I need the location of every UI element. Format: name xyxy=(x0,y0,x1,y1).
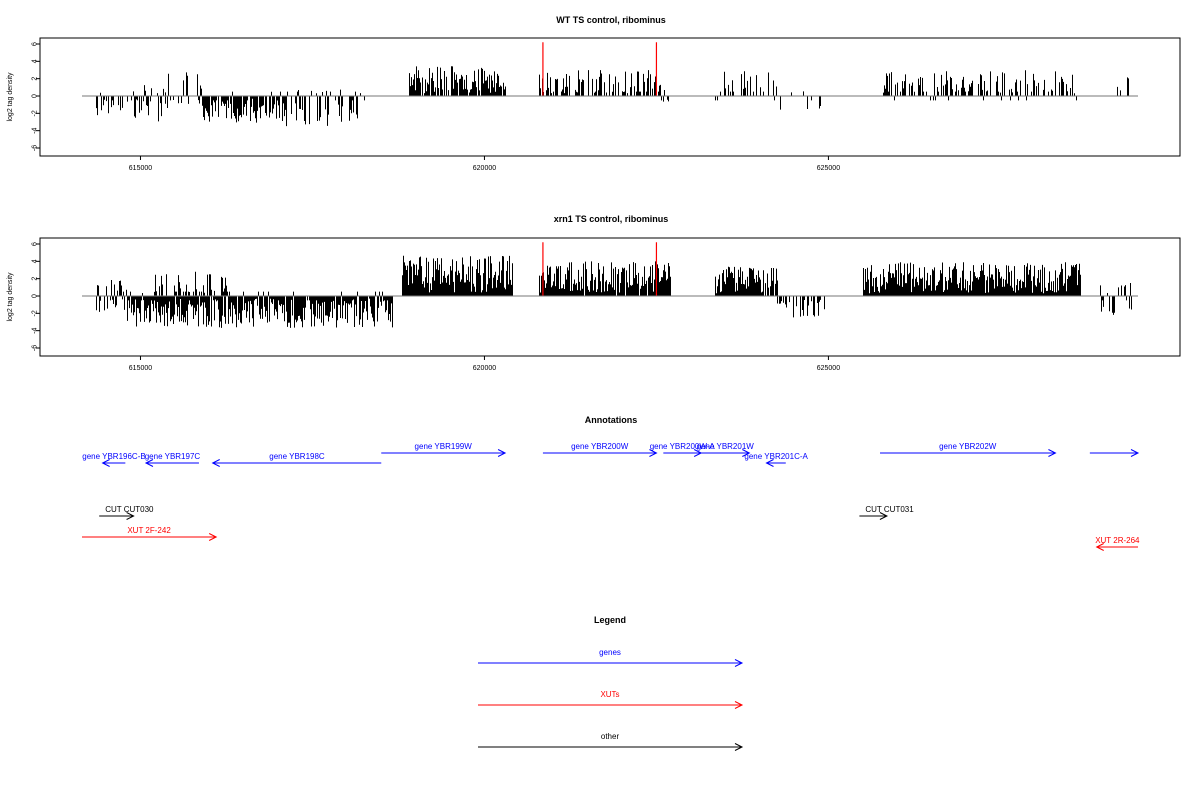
annotation-feature: gene YBR200W xyxy=(542,442,658,457)
annotation-arrow-head xyxy=(144,459,154,467)
annotation-feature: gene YBR202W xyxy=(880,442,1057,457)
legend-item: other xyxy=(478,732,744,751)
y-tick-label: 2 xyxy=(32,277,39,281)
annotation-label: XUT 2F-242 xyxy=(127,526,171,535)
y-axis-label: log2 tag density xyxy=(7,272,14,322)
legend-arrow-head xyxy=(734,743,744,751)
legend-arrow-head xyxy=(734,701,744,709)
annotation-arrow-head xyxy=(649,449,658,457)
density-bars xyxy=(96,242,1132,328)
annotation-arrow-head xyxy=(1048,449,1057,457)
plot-frame xyxy=(39,237,1181,357)
legend-label: XUTs xyxy=(600,690,619,699)
legend-label: other xyxy=(601,732,620,741)
x-tick-label: 620000 xyxy=(473,165,496,172)
panel-title: WT TS control, ribominus xyxy=(556,15,666,25)
annotation-feature: CUT CUT031 xyxy=(859,505,914,520)
annotation-label: CUT CUT031 xyxy=(865,505,914,514)
legend-item: genes xyxy=(478,648,744,667)
x-tick-label: 620000 xyxy=(473,365,496,372)
xrn1-ts-control-panel: xrn1 TS control, ribominus log2 tag dens… xyxy=(7,214,1181,372)
axis-ticks: 6 4 2 0 -2 -4 -6 615000 620000 625000 xyxy=(32,42,841,172)
legend-items: genes XUTs other xyxy=(478,648,744,751)
legend: Legend genes XUTs other xyxy=(478,615,744,751)
annotation-feature: CUT CUT030 xyxy=(99,505,154,520)
annotation-label: gene YBR200W xyxy=(571,442,629,451)
annotation-feature: XUT 2F-242 xyxy=(82,526,218,541)
annotation-feature: gene YBR200W-A xyxy=(650,442,716,457)
annotations-title: Annotations xyxy=(585,415,638,425)
annotation-label: gene YBR197C xyxy=(145,452,201,461)
annotation-label: gene YBR202W xyxy=(939,442,997,451)
annotation-feature: XUT 2R-264 xyxy=(1095,536,1140,551)
annotation-label: gene YBR198C xyxy=(269,452,325,461)
plot-frame xyxy=(39,37,1181,157)
y-tick-label: -6 xyxy=(32,345,39,351)
annotation-arrow-head xyxy=(211,459,220,467)
y-tick-label: -2 xyxy=(32,310,39,316)
y-tick-label: 0 xyxy=(32,294,39,298)
annotation-arrow-head xyxy=(1095,543,1104,551)
y-tick-label: 0 xyxy=(32,94,39,98)
x-tick-label: 615000 xyxy=(129,365,152,372)
annotation-label: gene YBR196C-B xyxy=(82,452,145,461)
annotation-label: XUT 2R-264 xyxy=(1095,536,1140,545)
annotation-arrow-head xyxy=(693,449,703,457)
annotation-feature: gene YBR201C-A xyxy=(744,452,809,467)
x-tick-label: 615000 xyxy=(129,165,152,172)
annotation-arrow-head xyxy=(101,459,110,467)
annotations-track: Annotations gene YBR196C-B gene YBR197C ge… xyxy=(82,415,1140,551)
x-tick-label: 625000 xyxy=(817,365,840,372)
y-tick-label: -4 xyxy=(32,127,39,133)
annotation-label: gene YBR201W xyxy=(697,442,755,451)
annotation-label: gene YBR199W xyxy=(415,442,473,451)
wt-ts-control-panel: WT TS control, ribominus log2 tag densit… xyxy=(7,15,1181,172)
y-tick-label: -4 xyxy=(32,327,39,333)
annotation-arrow-head xyxy=(126,512,135,520)
annotation-arrow-head xyxy=(742,449,751,457)
annotation-label: CUT CUT030 xyxy=(105,505,154,514)
y-tick-label: 6 xyxy=(32,42,39,46)
legend-label: genes xyxy=(599,648,621,657)
annotation-arrow-head xyxy=(208,533,218,541)
axis-ticks: 6 4 2 0 -2 -4 -6 615000 620000 625000 xyxy=(32,242,841,372)
panel-title: xrn1 TS control, ribominus xyxy=(554,214,669,224)
annotation-feature: gene YBR199W xyxy=(381,442,507,457)
y-tick-label: -6 xyxy=(32,145,39,151)
annotation-arrow-head xyxy=(879,512,889,520)
annotation-label: gene YBR201C-A xyxy=(744,452,808,461)
annotation-arrow-head xyxy=(497,449,507,457)
y-axis-label: log2 tag density xyxy=(7,72,14,122)
annotation-label: gene YBR200W-A xyxy=(650,442,716,451)
annotation-arrow-head xyxy=(765,459,774,467)
legend-title: Legend xyxy=(594,615,626,625)
y-tick-label: 4 xyxy=(32,259,39,263)
annotation-feature: gene YBR201W xyxy=(697,442,755,457)
density-bars xyxy=(96,42,1129,127)
legend-item: XUTs xyxy=(478,690,744,709)
y-tick-label: 6 xyxy=(32,242,39,246)
annotation-feature: gene YBR196C-B xyxy=(82,452,146,467)
annotation-feature: gene YBR197C xyxy=(144,452,201,467)
annotation-feature: gene YBR198C xyxy=(211,452,382,467)
y-tick-label: -2 xyxy=(32,110,39,116)
x-tick-label: 625000 xyxy=(817,165,840,172)
y-tick-label: 2 xyxy=(32,77,39,81)
y-tick-label: 4 xyxy=(32,59,39,63)
annotation-arrow-head xyxy=(1130,449,1140,457)
annotation-feature xyxy=(1089,449,1140,457)
legend-arrow-head xyxy=(734,659,744,667)
annotation-features: gene YBR196C-B gene YBR197C gene YBR198C ge… xyxy=(82,442,1140,551)
